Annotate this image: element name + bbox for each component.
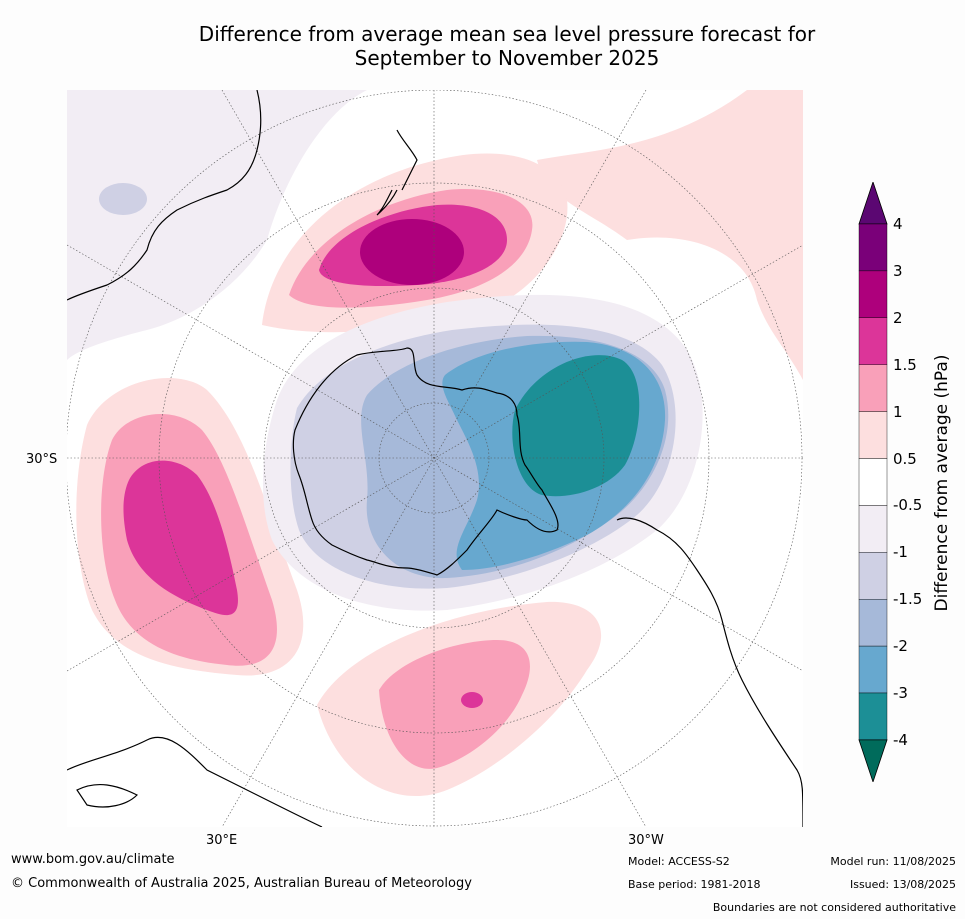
africa-coastline [67,736,323,827]
anomaly-region-south-atlantic-1 [379,640,530,769]
anomaly-region-south-atlantic-1-5 [461,692,483,708]
colorbar-title: Difference from average (hPa) [932,354,952,612]
colorbar-tick-label: -3 [893,684,908,702]
colorbar [858,182,888,782]
nz-south-island-coastline [376,189,398,216]
footer-model-run: Model run: 11/08/2025 [830,855,956,868]
colorbar-tick-label: 1.5 [893,355,917,374]
coastlines [67,90,803,827]
south-america-coastline [616,517,803,827]
lon-label-30w: 30°W [628,833,664,848]
madagascar-coastline [76,784,139,808]
nz-north-island-coastline [396,129,418,191]
colorbar-tick-label: -0.5 [893,496,923,515]
anomaly-region-indian-ocean-light [67,90,367,360]
colorbar-extend-max [858,182,888,225]
colorbar-tick-label: 1 [893,402,903,421]
graticule [67,90,803,827]
colorbar-segment [858,552,888,600]
anomaly-region-nz-2 [360,219,464,285]
colorbar-tick-label: -4 [893,730,908,749]
footer-issued: Issued: 13/08/2025 [849,878,956,891]
footer-copyright: © Commonwealth of Australia 2025, Austra… [11,876,472,891]
colorbar-extend-min [858,739,888,782]
colorbar-tick-label: 0.5 [893,449,917,468]
anomaly-region-pacific-pink [537,90,803,380]
map-title: Difference from average mean sea level p… [67,22,947,70]
antarctica-coastline [292,347,559,576]
colorbar-segment [858,411,888,459]
colorbar-segment [858,599,888,647]
lon-label-30e: 30°E [206,833,238,848]
title-line-2: September to November 2025 [354,46,660,70]
colorbar-segment [858,270,888,319]
title-line-1: Difference from average mean sea level p… [198,22,816,46]
colorbar-segment [858,364,888,412]
anomaly-region-antarctic-3 [512,355,640,497]
footer-base-period: Base period: 1981-2018 [628,878,761,891]
anomaly-region-atlantic-1-5 [123,460,238,616]
colorbar-segment [858,317,888,365]
colorbar-segment [858,692,888,741]
colorbar-segment [858,458,888,506]
footer-disclaimer: Boundaries are not considered authoritat… [712,901,956,914]
anomaly-region-indian-ocean-minus1 [99,183,147,215]
australia-coastline [67,90,262,301]
colorbar-tick-label: 3 [893,261,903,280]
footer-model: Model: ACCESS-S2 [628,855,730,868]
footer-url: www.bom.gov.au/climate [11,852,175,867]
colorbar-tick-label: 4 [893,215,903,233]
colorbar-tick-label: -2 [893,637,908,656]
colorbar-tick-label: 2 [893,308,903,327]
pressure-anomaly-map [67,90,803,827]
colorbar-segment [858,505,888,553]
colorbar-segment [858,223,888,272]
colorbar-tick-label: -1.5 [893,590,923,609]
lat-label-30s: 30°S [26,452,58,467]
colorbar-segment [858,645,888,694]
colorbar-tick-label: -1 [893,543,908,562]
